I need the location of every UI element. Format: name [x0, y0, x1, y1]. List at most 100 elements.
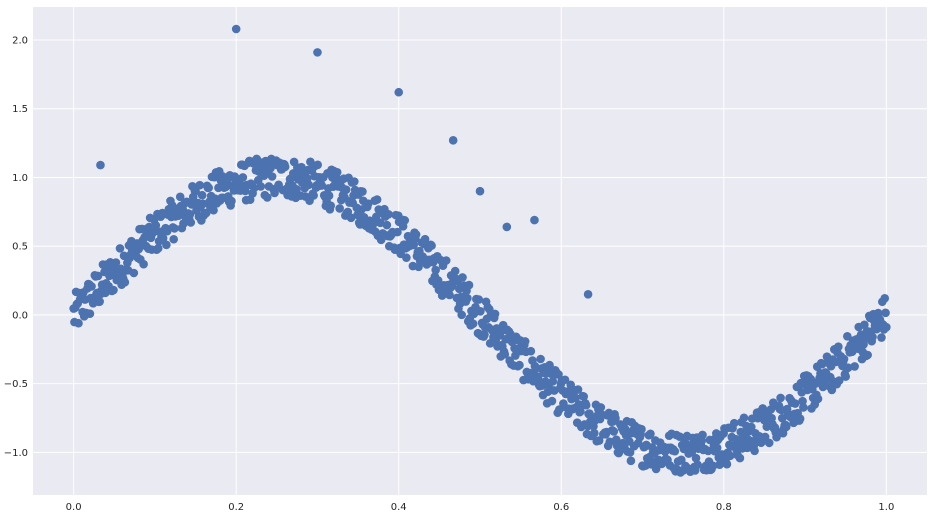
scatter-point: [651, 464, 661, 474]
outlier-point: [502, 222, 512, 232]
scatter-point: [868, 332, 877, 342]
outlier-point: [448, 136, 458, 145]
scatter-point: [101, 288, 110, 298]
x-axis-ticks: 0.0 0.2 0.4 0.6 0.8 1.0: [66, 502, 895, 513]
scatter-point: [579, 392, 589, 401]
scatter-point: [324, 191, 334, 201]
scatter-point: [839, 354, 849, 364]
outlier-point: [530, 215, 539, 225]
y-tick-label: 0.0: [12, 310, 28, 321]
scatter-point: [204, 183, 213, 193]
scatter-point: [693, 460, 702, 470]
scatter-point: [860, 334, 870, 343]
scatter-point: [292, 184, 301, 194]
scatter-point: [332, 167, 342, 177]
scatter-point: [195, 180, 205, 190]
scatter-point: [174, 211, 183, 221]
scatter-point: [151, 221, 161, 230]
scatter-point: [605, 437, 615, 447]
scatter-point: [766, 405, 776, 414]
x-tick-label: 0.6: [553, 502, 569, 513]
scatter-point: [698, 430, 707, 440]
scatter-point: [358, 187, 367, 196]
scatter-point: [400, 216, 410, 225]
scatter-point: [843, 363, 853, 373]
scatter-point: [596, 403, 606, 412]
scatter-point: [799, 403, 808, 412]
scatter-point: [747, 422, 756, 432]
scatter-point: [411, 230, 421, 239]
scatter-point: [169, 234, 179, 244]
scatter-point: [760, 432, 770, 442]
scatter-point: [209, 205, 218, 215]
scatter-point: [317, 181, 327, 190]
scatter-point: [725, 451, 735, 461]
scatter-point: [560, 375, 570, 385]
outlier-point: [583, 290, 593, 299]
scatter-point: [335, 204, 344, 213]
scatter-point: [158, 233, 168, 243]
x-tick-label: 0.8: [716, 502, 732, 513]
scatter-point: [611, 413, 620, 423]
outlier-point: [313, 48, 322, 57]
scatter-point: [500, 349, 510, 359]
scatter-point: [480, 330, 489, 339]
scatter-point: [834, 376, 844, 385]
scatter-point: [670, 446, 680, 456]
outlier-point: [394, 87, 404, 97]
scatter-point: [249, 183, 259, 193]
scatter-point: [464, 280, 474, 290]
scatter-point: [369, 218, 379, 228]
scatter-point: [201, 208, 211, 218]
scatter-point: [712, 443, 722, 453]
scatter-point: [798, 396, 807, 406]
scatter-point: [735, 453, 745, 463]
plot-area: [33, 7, 927, 495]
scatter-point: [776, 393, 785, 403]
scatter-point: [881, 308, 890, 318]
x-tick-label: 1.0: [878, 502, 894, 513]
scatter-point: [687, 447, 697, 457]
scatter-point: [297, 162, 306, 172]
scatter-point: [526, 346, 536, 356]
y-tick-label: 0.5: [12, 242, 28, 253]
scatter-point: [346, 213, 356, 223]
scatter-point: [431, 265, 440, 275]
x-tick-label: 0.2: [228, 502, 244, 513]
scatter-point: [115, 244, 125, 253]
scatter-point: [777, 413, 787, 423]
scatter-point: [309, 191, 318, 200]
scatter-point: [313, 160, 322, 170]
scatter-point: [238, 173, 248, 182]
scatter-point: [74, 318, 83, 328]
scatter-point: [834, 342, 843, 351]
scatter-point: [458, 273, 467, 282]
scatter-point: [860, 320, 869, 330]
scatter-point: [139, 259, 148, 269]
scatter-point: [637, 424, 646, 434]
scatter-point: [533, 373, 543, 383]
scatter-point: [109, 285, 118, 295]
scatter-point: [463, 293, 472, 303]
scatter-point: [863, 350, 872, 360]
y-tick-label: −0.5: [4, 379, 28, 390]
scatter-point: [266, 163, 275, 173]
scatter-point: [280, 162, 290, 172]
scatter-point: [827, 385, 837, 395]
scatter-point: [590, 428, 599, 438]
scatter-point: [495, 329, 505, 339]
scatter-point: [626, 456, 636, 466]
scatter-point: [221, 182, 231, 192]
scatter-point: [153, 243, 163, 253]
scatter-point: [594, 436, 604, 445]
scatter-point: [750, 446, 759, 456]
scatter-point: [350, 177, 359, 186]
scatter-point: [191, 186, 200, 196]
x-tick-label: 0.4: [391, 502, 407, 513]
scatter-point: [441, 256, 451, 265]
scatter-point: [409, 240, 418, 250]
scatter-point: [625, 448, 635, 457]
scatter-point: [703, 446, 713, 456]
scatter-point: [341, 185, 351, 194]
